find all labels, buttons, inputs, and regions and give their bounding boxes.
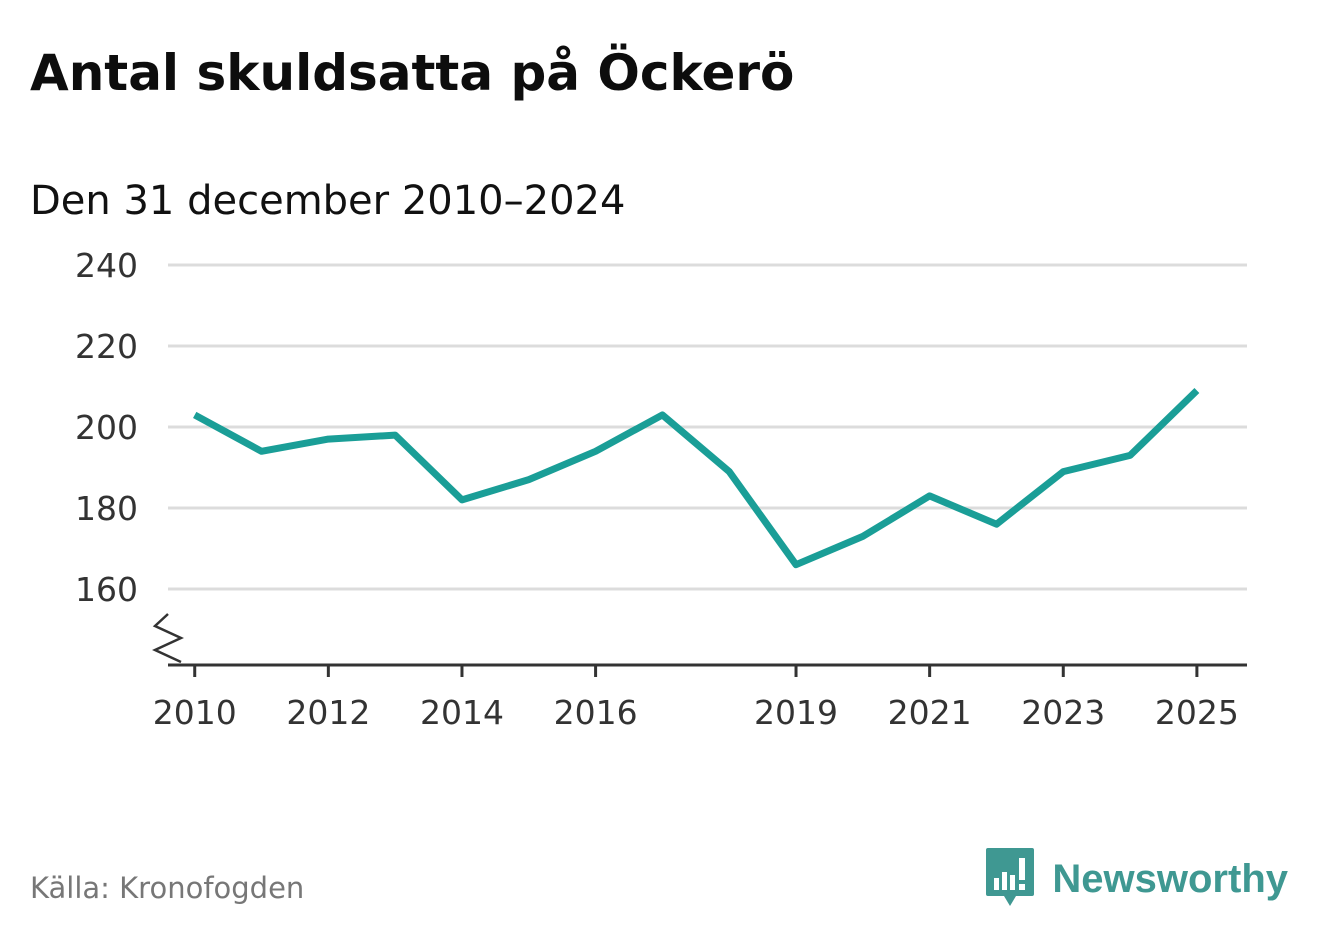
bar-chart-speech-bubble-icon [986, 848, 1035, 906]
x-tick-label: 2012 [286, 693, 370, 732]
x-tick-label: 2014 [420, 693, 504, 732]
source-label: Källa: Kronofogden [30, 871, 305, 905]
x-tick-label: 2023 [1021, 693, 1105, 732]
axis-layer: 160 180 200 220 240 2010 2012 2014 2016 2019 2021 2… [75, 246, 1247, 732]
x-tick-label: 2016 [554, 693, 638, 732]
x-tick-label: 2010 [153, 693, 237, 732]
chart-title: Antal skuldsatta på Öckerö [30, 44, 795, 102]
grid-layer [168, 263, 1247, 591]
brand-name: Newsworthy [1052, 856, 1288, 901]
brand-logo: Newsworthy [986, 848, 1288, 910]
series-line [193, 387, 1200, 569]
x-tick-label: 2025 [1155, 693, 1239, 732]
axis-break-icon [152, 613, 184, 664]
y-tick-label: 180 [75, 489, 138, 528]
series-layer [193, 387, 1200, 569]
x-tick-label: 2019 [754, 693, 838, 732]
y-tick-label: 200 [75, 408, 138, 447]
y-tick-label: 220 [75, 327, 138, 366]
y-tick-label: 240 [75, 246, 138, 285]
y-tick-label: 160 [75, 570, 138, 609]
x-tick-label: 2021 [888, 693, 972, 732]
chart-subtitle: Den 31 december 2010–2024 [30, 178, 626, 224]
